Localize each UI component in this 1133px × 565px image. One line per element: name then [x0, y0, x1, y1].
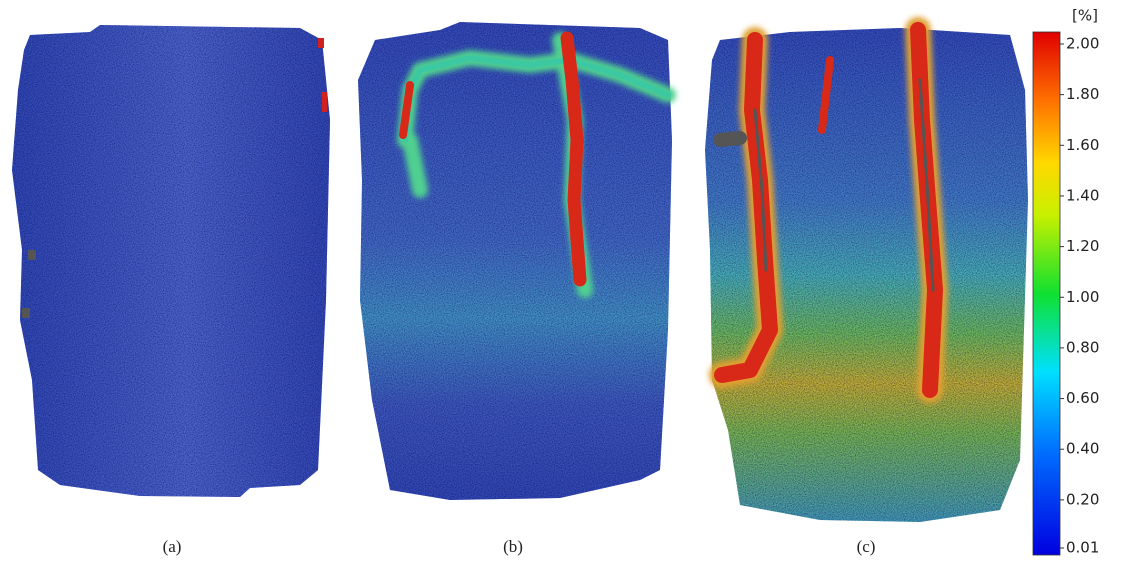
colorbar-tick-label: 0.80 [1066, 338, 1099, 356]
colorbar-tick-label: 2.00 [1066, 35, 1099, 53]
panel-b [358, 22, 676, 500]
colorbar-tick-label: 1.00 [1066, 288, 1099, 306]
panel-caption: (c) [857, 537, 876, 556]
panel-caption: (a) [163, 537, 182, 556]
panel-caption: (b) [503, 537, 523, 556]
colorbar-tick-label: 0.01 [1066, 539, 1099, 557]
colorbar-tick-label: 1.60 [1066, 136, 1099, 154]
colorbar-tick-label: 1.40 [1066, 186, 1099, 204]
colorbar-tick-label: 1.80 [1066, 85, 1099, 103]
colorbar-tick-label: 1.20 [1066, 237, 1099, 255]
panel-c [705, 17, 1028, 522]
colorbar-tick-label: 0.20 [1066, 490, 1099, 508]
colorbar-tick-label: 0.40 [1066, 440, 1099, 458]
colorbar [1032, 31, 1061, 556]
panel-a [12, 25, 330, 497]
colorbar-title: [%] [1072, 7, 1098, 25]
colorbar-tick-label: 0.60 [1066, 389, 1099, 407]
